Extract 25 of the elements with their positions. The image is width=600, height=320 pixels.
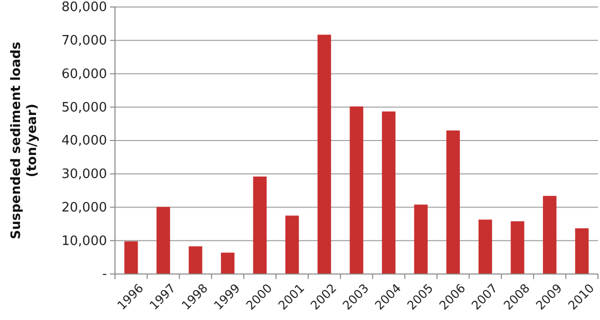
- bar: [414, 204, 428, 274]
- y-tick-label: 30,000: [62, 167, 107, 182]
- bar: [350, 106, 364, 274]
- y-tick-label: -: [102, 267, 108, 282]
- y-tick-label: 60,000: [62, 66, 107, 82]
- bar: [124, 241, 138, 274]
- y-tick-label: 20,000: [62, 200, 107, 216]
- y-tick-label: 50,000: [62, 100, 107, 116]
- bar: [575, 228, 589, 274]
- bar: [542, 196, 556, 274]
- bar: [446, 130, 460, 274]
- bar: [478, 220, 492, 274]
- y-tick-label: 10,000: [62, 234, 107, 249]
- bar: [220, 252, 234, 274]
- bar: [318, 34, 332, 274]
- bar: [510, 221, 524, 274]
- bar: [156, 206, 170, 274]
- y-axis-title: Suspended sediment loads (ton/year): [9, 41, 40, 240]
- bar: [188, 246, 202, 274]
- y-tick-label: 40,000: [62, 134, 107, 149]
- bar: [382, 111, 396, 274]
- bar: [253, 176, 267, 274]
- bar: [285, 216, 299, 274]
- y-tick-label: 70,000: [62, 34, 107, 49]
- y-tick-label: 80,000: [62, 0, 107, 16]
